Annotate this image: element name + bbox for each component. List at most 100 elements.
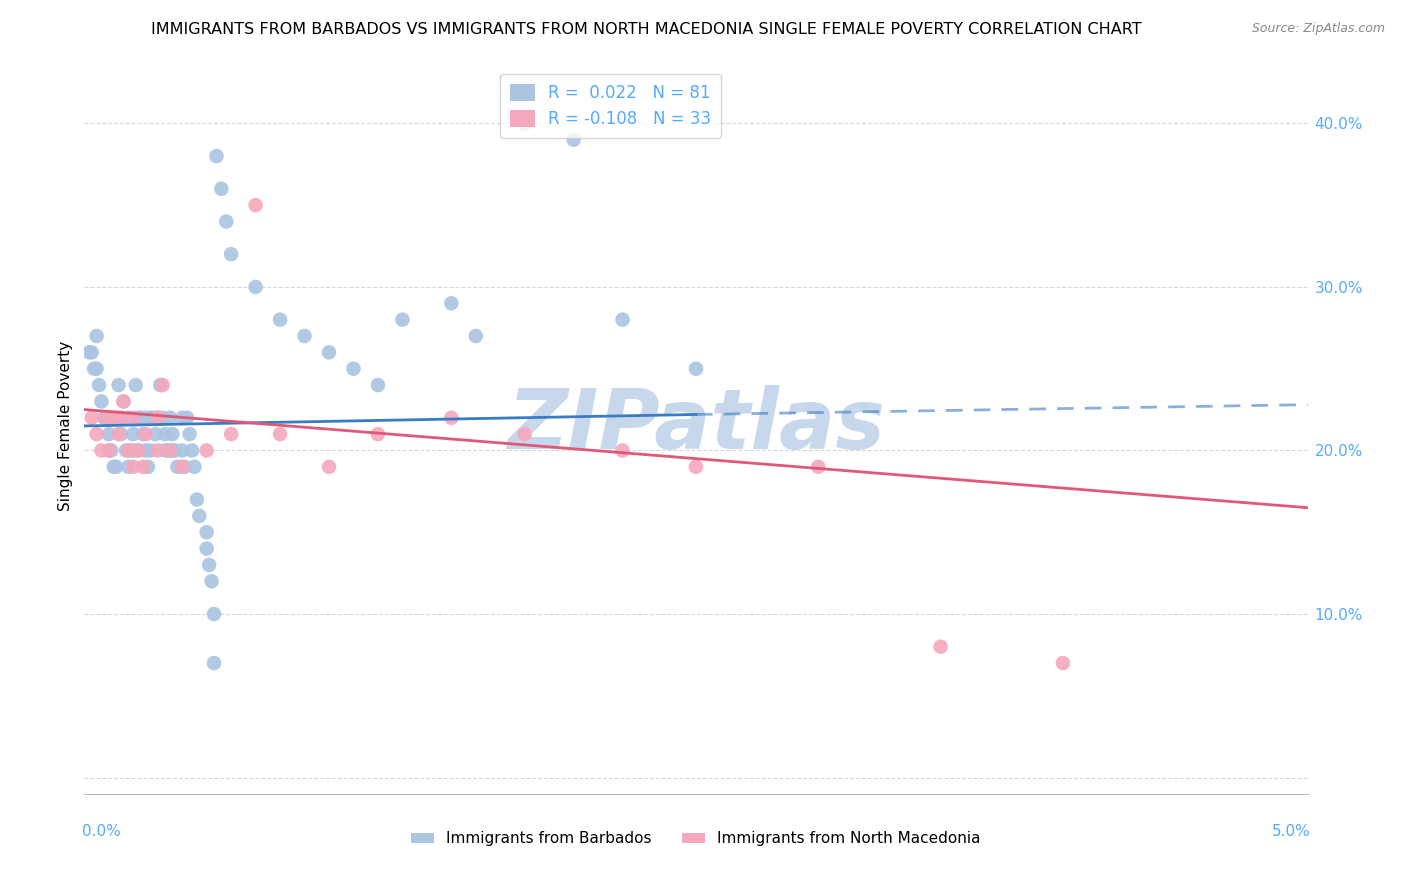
Point: [122, 459, 145, 474]
Point: [294, 329, 316, 343]
Point: [440, 296, 463, 310]
Point: [105, 459, 128, 474]
Point: [152, 410, 174, 425]
Point: [149, 378, 172, 392]
Point: [562, 133, 585, 147]
Text: 0.0%: 0.0%: [82, 824, 121, 839]
Point: [181, 443, 204, 458]
Point: [112, 394, 135, 409]
Point: [173, 459, 195, 474]
Point: [80, 345, 103, 359]
Point: [202, 607, 225, 621]
Point: [219, 427, 242, 442]
Point: [153, 443, 176, 458]
Point: [127, 443, 149, 458]
Point: [146, 410, 169, 425]
Point: [162, 443, 184, 458]
Point: [100, 443, 122, 458]
Point: [929, 640, 952, 654]
Point: [159, 443, 181, 458]
Point: [86, 361, 108, 376]
Point: [202, 656, 225, 670]
Point: [136, 459, 159, 474]
Point: [269, 427, 291, 442]
Point: [215, 214, 238, 228]
Point: [195, 443, 218, 458]
Point: [440, 410, 463, 425]
Point: [93, 410, 115, 425]
Point: [87, 378, 110, 392]
Point: [112, 394, 135, 409]
Y-axis label: Single Female Poverty: Single Female Poverty: [58, 341, 73, 511]
Point: [198, 558, 221, 572]
Point: [219, 247, 242, 261]
Point: [90, 394, 112, 409]
Point: [183, 459, 205, 474]
Point: [90, 443, 112, 458]
Point: [132, 427, 155, 442]
Point: [83, 361, 105, 376]
Point: [117, 459, 139, 474]
Text: 5.0%: 5.0%: [1271, 824, 1310, 839]
Point: [156, 443, 179, 458]
Point: [513, 427, 536, 442]
Point: [97, 427, 120, 442]
Point: [188, 508, 211, 523]
Point: [342, 361, 364, 376]
Point: [685, 459, 707, 474]
Point: [464, 329, 486, 343]
Point: [110, 410, 132, 425]
Point: [129, 410, 152, 425]
Text: Source: ZipAtlas.com: Source: ZipAtlas.com: [1251, 22, 1385, 36]
Point: [103, 410, 125, 425]
Point: [146, 443, 169, 458]
Point: [176, 410, 198, 425]
Point: [153, 427, 176, 442]
Point: [163, 443, 186, 458]
Point: [318, 459, 340, 474]
Point: [97, 443, 120, 458]
Point: [269, 312, 291, 326]
Point: [125, 378, 148, 392]
Point: [139, 443, 162, 458]
Point: [120, 443, 142, 458]
Point: [209, 182, 232, 196]
Point: [146, 410, 169, 425]
Point: [612, 443, 634, 458]
Point: [685, 361, 707, 376]
Point: [122, 410, 145, 425]
Point: [139, 410, 162, 425]
Point: [96, 410, 118, 425]
Text: IMMIGRANTS FROM BARBADOS VS IMMIGRANTS FROM NORTH MACEDONIA SINGLE FEMALE POVERT: IMMIGRANTS FROM BARBADOS VS IMMIGRANTS F…: [152, 22, 1142, 37]
Point: [97, 443, 120, 458]
Point: [179, 427, 201, 442]
Point: [172, 443, 194, 458]
Point: [86, 329, 108, 343]
Point: [86, 427, 108, 442]
Point: [367, 378, 389, 392]
Point: [122, 427, 145, 442]
Text: ZIPatlas: ZIPatlas: [508, 385, 884, 467]
Point: [80, 410, 103, 425]
Point: [146, 410, 169, 425]
Point: [143, 427, 166, 442]
Point: [195, 541, 218, 556]
Point: [513, 116, 536, 130]
Point: [127, 410, 149, 425]
Point: [110, 410, 132, 425]
Point: [127, 443, 149, 458]
Point: [103, 459, 125, 474]
Point: [115, 443, 138, 458]
Point: [142, 410, 165, 425]
Point: [152, 378, 174, 392]
Point: [105, 410, 128, 425]
Point: [195, 525, 218, 540]
Point: [107, 378, 129, 392]
Point: [159, 410, 181, 425]
Point: [135, 443, 157, 458]
Point: [135, 410, 157, 425]
Point: [245, 280, 267, 294]
Point: [172, 410, 194, 425]
Point: [1052, 656, 1074, 670]
Point: [117, 443, 139, 458]
